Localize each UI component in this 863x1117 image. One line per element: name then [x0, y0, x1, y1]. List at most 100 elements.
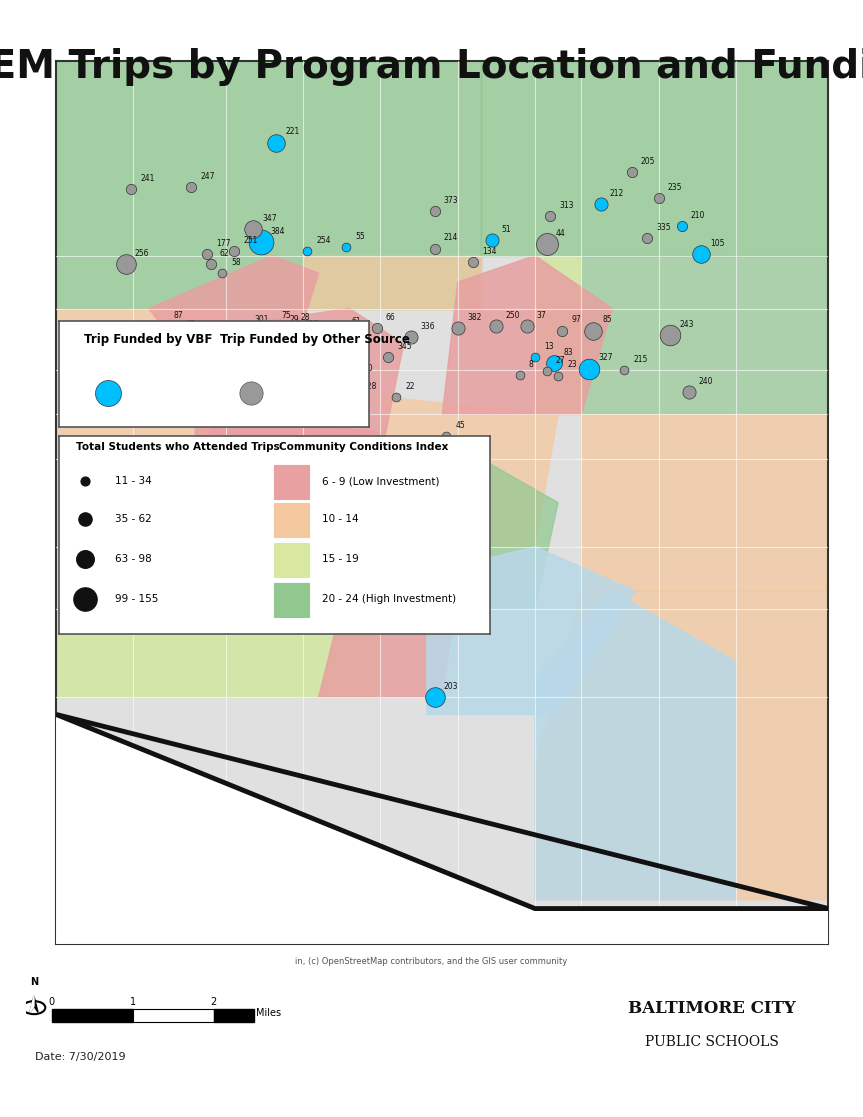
Text: 63 - 98: 63 - 98	[115, 554, 152, 564]
Text: 243: 243	[679, 319, 694, 328]
Text: 1: 1	[129, 997, 135, 1008]
Text: 364: 364	[310, 337, 324, 346]
Text: PUBLIC SCHOOLS: PUBLIC SCHOOLS	[645, 1035, 779, 1050]
Text: 382: 382	[467, 313, 482, 322]
Text: 23: 23	[567, 361, 577, 370]
Text: 22: 22	[406, 382, 415, 391]
Point	[544, 207, 557, 225]
Point	[188, 331, 202, 349]
Bar	[274, 504, 309, 537]
Text: 347: 347	[262, 214, 277, 223]
Text: 37: 37	[537, 311, 546, 319]
Text: 203: 203	[444, 681, 458, 690]
Point	[296, 331, 310, 349]
Text: 221: 221	[286, 127, 299, 136]
Point	[528, 349, 542, 366]
Text: 2: 2	[211, 997, 217, 1008]
Text: 225: 225	[328, 523, 343, 532]
Text: 322: 322	[305, 319, 319, 328]
Point	[439, 428, 453, 446]
Text: N: N	[30, 976, 38, 986]
Circle shape	[22, 1001, 45, 1014]
Point	[185, 178, 198, 195]
Text: 11 - 34: 11 - 34	[115, 476, 152, 486]
Point	[269, 353, 283, 371]
Point	[285, 319, 299, 337]
Point	[200, 245, 214, 262]
Text: 212: 212	[610, 189, 624, 198]
Polygon shape	[303, 256, 481, 308]
Point	[450, 446, 464, 464]
Point	[450, 319, 464, 337]
Text: 87: 87	[173, 311, 183, 319]
Point	[266, 317, 280, 335]
Polygon shape	[582, 414, 828, 591]
Point	[288, 326, 302, 344]
Point	[675, 218, 689, 236]
Text: 28: 28	[301, 313, 311, 322]
Text: Trip Funded by Other Source: Trip Funded by Other Source	[220, 333, 410, 346]
Point	[274, 322, 287, 340]
Text: Date: 7/30/2019: Date: 7/30/2019	[35, 1052, 125, 1062]
Point	[369, 319, 383, 337]
Point	[102, 384, 116, 402]
Point	[683, 383, 696, 401]
Text: Total Students who Attended Trips: Total Students who Attended Trips	[76, 441, 280, 451]
Bar	[274, 583, 309, 617]
Point	[428, 202, 442, 220]
Point	[294, 344, 308, 362]
Text: 8: 8	[529, 360, 533, 369]
Text: 256: 256	[135, 249, 149, 258]
Text: 164: 164	[390, 584, 404, 593]
Point	[316, 357, 330, 375]
Text: 241: 241	[141, 174, 154, 183]
Text: 75: 75	[281, 311, 292, 319]
Text: 328: 328	[362, 382, 377, 391]
Text: 246: 246	[170, 386, 184, 395]
Text: 13: 13	[545, 342, 554, 351]
Point	[513, 365, 526, 383]
Point	[169, 326, 183, 344]
Bar	[274, 543, 309, 576]
Text: 250: 250	[506, 311, 520, 319]
Text: 247: 247	[200, 172, 215, 181]
Point	[617, 362, 631, 380]
Point	[335, 349, 349, 366]
Text: 10: 10	[362, 364, 372, 373]
Point	[246, 220, 260, 238]
Text: 220: 220	[262, 514, 277, 523]
Point	[486, 231, 500, 249]
Bar	[214, 1010, 254, 1022]
Text: 35: 35	[312, 324, 322, 333]
Point	[124, 181, 138, 199]
Text: 217: 217	[205, 324, 218, 333]
Text: 262: 262	[286, 346, 299, 355]
Polygon shape	[226, 546, 381, 697]
Text: 373: 373	[444, 197, 458, 206]
Point	[246, 521, 260, 538]
Point	[227, 242, 241, 260]
Point	[583, 360, 596, 378]
Point	[539, 236, 553, 254]
Point	[374, 591, 387, 609]
Polygon shape	[56, 715, 828, 944]
Text: Miles: Miles	[256, 1009, 281, 1019]
Text: 335: 335	[656, 222, 671, 231]
Polygon shape	[195, 308, 404, 458]
Point	[539, 362, 553, 380]
Text: 205: 205	[641, 156, 655, 165]
Text: 177: 177	[216, 239, 230, 248]
Text: 327: 327	[598, 353, 613, 362]
Point	[652, 189, 665, 207]
Point	[466, 252, 480, 270]
Point	[78, 590, 91, 608]
Text: 66: 66	[386, 313, 395, 322]
Text: 45: 45	[456, 421, 465, 430]
Point	[154, 392, 167, 410]
Point	[586, 322, 600, 340]
Text: 97: 97	[571, 315, 581, 324]
Point	[694, 245, 708, 262]
Text: 95: 95	[332, 351, 342, 360]
Text: 214: 214	[444, 233, 458, 242]
Point	[204, 256, 217, 274]
